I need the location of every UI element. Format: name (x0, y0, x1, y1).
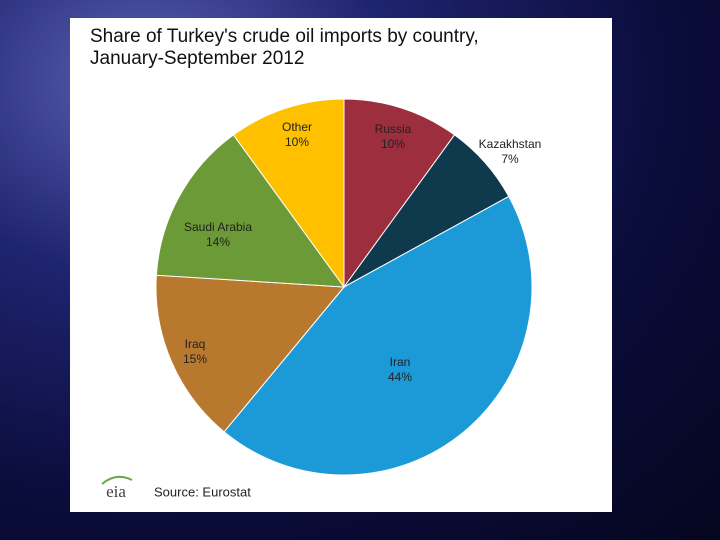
slice-value-label: 14% (206, 235, 230, 249)
slice-value-label: 44% (388, 370, 412, 384)
slice-label: Iran (390, 355, 411, 369)
logo-swoosh (101, 475, 133, 485)
slice-label: Other (282, 120, 312, 134)
pie-slice (232, 98, 345, 289)
pie-slice (343, 98, 456, 289)
slice-label: Russia (375, 122, 412, 136)
slice-label: Kazakhstan (479, 137, 542, 151)
chart-title: Share of Turkey's crude oil imports by c… (90, 26, 479, 69)
slice-value-label: 15% (183, 352, 207, 366)
source: Source: Eurostat (154, 484, 251, 499)
pie-slice (155, 274, 346, 433)
logo: eia (106, 482, 126, 501)
slice-value-label: 7% (501, 152, 519, 166)
pie-slice (155, 134, 346, 288)
slice-value-label: 10% (285, 135, 309, 149)
pie-slice (223, 195, 533, 476)
slice-value-label: 10% (381, 137, 405, 151)
slice-label: Saudi Arabia (184, 220, 252, 234)
slice-label: Iraq (185, 337, 206, 351)
